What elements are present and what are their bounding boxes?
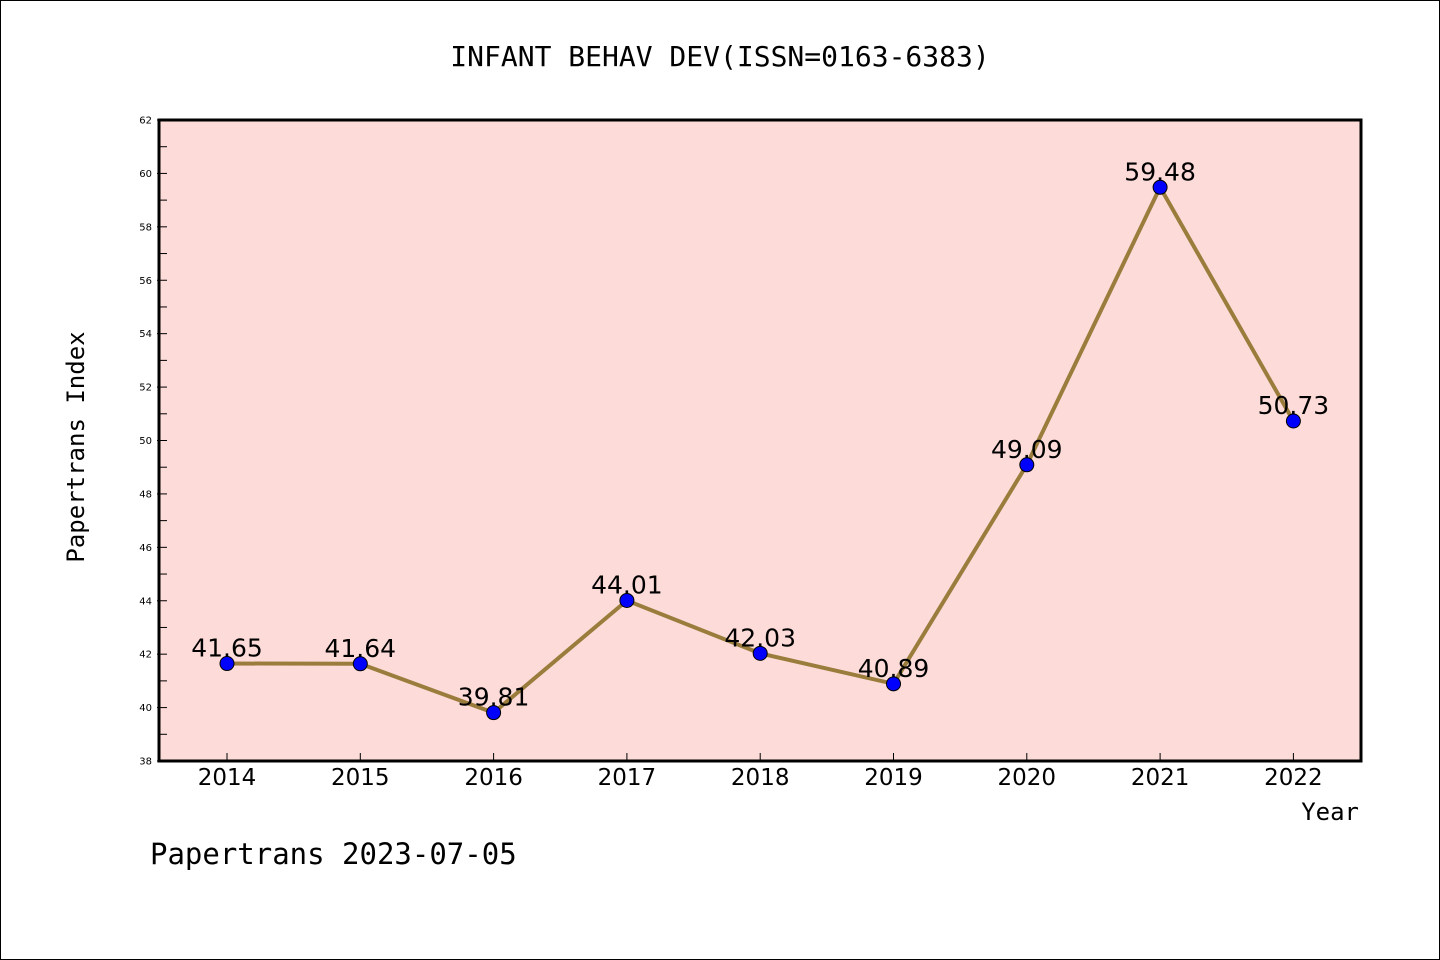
y-tick-label: 54 bbox=[139, 329, 152, 340]
chart-title: INFANT BEHAV DEV(ISSN=0163-6383) bbox=[450, 40, 989, 73]
data-point-marker bbox=[352, 656, 368, 672]
data-labels-group: 41.65 41.64 39.81 44.01 42.03 40.89 49.09 59.48… bbox=[191, 157, 1329, 711]
y-tick-label: 48 bbox=[139, 489, 152, 500]
y-tick-label: 38 bbox=[139, 757, 152, 768]
data-point-marker bbox=[886, 676, 901, 692]
y-tick-label: 58 bbox=[139, 222, 152, 233]
x-tick-label: 2022 bbox=[1264, 765, 1323, 791]
y-tick-label: 50 bbox=[139, 436, 152, 447]
y-tick-label: 40 bbox=[139, 703, 152, 714]
data-label: 59.48 bbox=[1124, 157, 1196, 186]
y-axis: 38 40 42 44 46 48 50 52 54 56 58 60 62 bbox=[139, 116, 167, 768]
data-label: 44.01 bbox=[591, 570, 663, 599]
x-tick-label: 2021 bbox=[1131, 765, 1190, 791]
data-label: 41.64 bbox=[325, 634, 397, 663]
series-markers-group bbox=[219, 179, 1301, 721]
y-tick-label: 46 bbox=[139, 543, 152, 554]
data-label: 42.03 bbox=[724, 623, 796, 652]
data-point-marker bbox=[486, 705, 502, 721]
x-tick-label: 2017 bbox=[598, 765, 657, 791]
y-tick-label: 62 bbox=[139, 116, 152, 127]
data-point-marker bbox=[1019, 457, 1035, 473]
x-tick-label: 2019 bbox=[864, 765, 923, 791]
data-point-marker bbox=[219, 656, 235, 672]
y-tick-label: 44 bbox=[139, 596, 152, 607]
data-point-marker bbox=[619, 592, 635, 608]
data-point-marker bbox=[752, 645, 768, 661]
y-tick-label: 60 bbox=[139, 169, 152, 180]
x-tick-label: 2018 bbox=[731, 765, 790, 791]
x-tick-label: 2016 bbox=[464, 765, 523, 791]
x-tick-label: 2014 bbox=[198, 765, 257, 791]
data-label: 50.73 bbox=[1258, 391, 1330, 420]
data-label: 40.89 bbox=[858, 654, 930, 683]
x-axis: 2014 2015 2016 2017 2018 2019 2020 2021 2022 bbox=[198, 753, 1323, 791]
y-tick-label: 42 bbox=[139, 650, 152, 661]
x-axis-label: Year bbox=[1301, 798, 1359, 826]
footer-text: Papertrans 2023-07-05 bbox=[150, 837, 517, 871]
y-tick-label: 56 bbox=[139, 276, 152, 287]
data-label: 39.81 bbox=[458, 683, 530, 712]
y-axis-label: Papertrans Index bbox=[62, 331, 90, 562]
data-point-marker bbox=[1285, 413, 1301, 429]
x-tick-label: 2020 bbox=[998, 765, 1057, 791]
data-point-marker bbox=[1152, 179, 1168, 195]
data-label: 49.09 bbox=[991, 435, 1063, 464]
data-label: 41.65 bbox=[191, 634, 263, 663]
y-tick-label: 52 bbox=[139, 383, 152, 394]
x-tick-label: 2015 bbox=[331, 765, 390, 791]
